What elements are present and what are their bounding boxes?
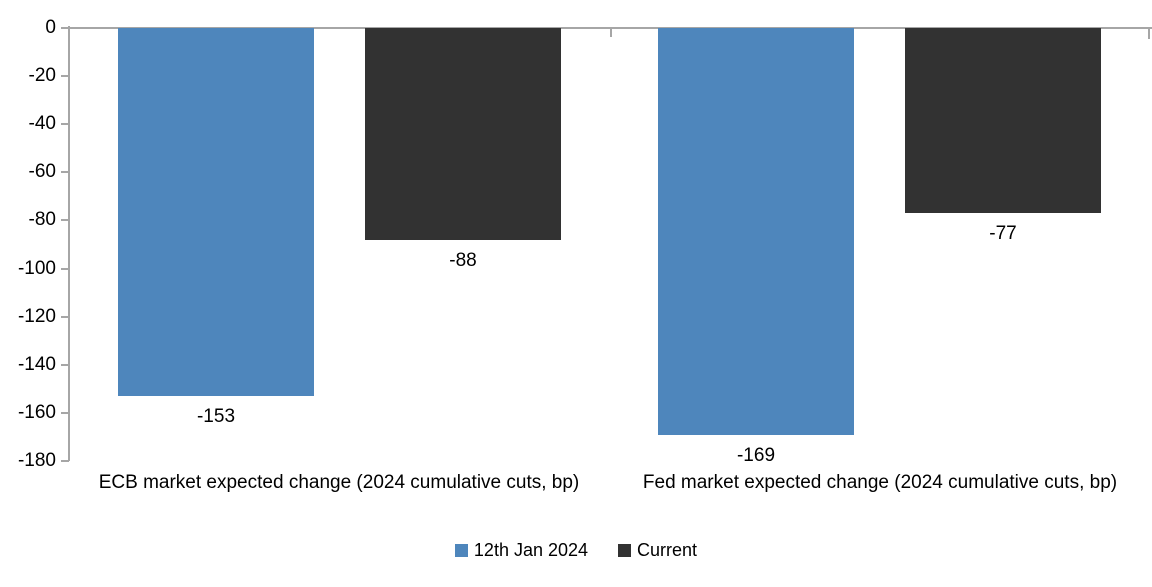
y-tick-label: -120 xyxy=(17,305,56,327)
y-axis-line xyxy=(68,26,70,461)
y-tick-mark xyxy=(61,75,69,78)
y-tick-mark xyxy=(61,411,69,414)
y-tick-label: -100 xyxy=(17,257,56,279)
legend-item-12th-jan-2024: 12th Jan 2024 xyxy=(454,538,589,562)
category-label-fed: Fed market expected change (2024 cumulat… xyxy=(642,472,1118,493)
bar-value-label: -153 xyxy=(196,406,236,427)
bar-s0-c1 xyxy=(658,28,854,435)
y-tick-label: -140 xyxy=(17,353,56,375)
bar-value-label: -88 xyxy=(449,250,477,271)
legend-label-12th-jan-2024: 12th Jan 2024 xyxy=(473,540,589,560)
y-tick-label: -60 xyxy=(28,161,56,183)
legend-swatch-blue-icon xyxy=(454,543,468,557)
bar-s0-c0 xyxy=(118,28,314,396)
x-axis-tick-mark xyxy=(1148,29,1150,39)
y-tick-mark xyxy=(61,219,69,222)
legend: 12th Jan 2024 Current xyxy=(0,538,1152,562)
zero-axis-line xyxy=(61,27,1152,29)
y-tick-mark xyxy=(61,27,69,29)
y-tick-mark xyxy=(61,460,69,462)
y-tick-mark xyxy=(61,123,69,126)
y-tick-mark xyxy=(61,315,69,318)
y-tick-label: 0 xyxy=(45,17,56,38)
y-tick-label: -40 xyxy=(28,113,56,135)
bar-value-label: -169 xyxy=(736,445,776,466)
y-tick-label: -20 xyxy=(28,65,56,87)
y-tick-label: -180 xyxy=(17,450,56,471)
bar-s1-c1 xyxy=(905,28,1101,213)
legend-label-current: Current xyxy=(637,540,698,560)
bar-s1-c0 xyxy=(365,28,561,240)
y-tick-mark xyxy=(61,267,69,270)
x-axis-tick-mark xyxy=(610,29,612,37)
bar-value-label: -77 xyxy=(989,223,1017,244)
y-tick-label: -160 xyxy=(17,401,56,423)
legend-swatch-dark-icon xyxy=(618,543,632,557)
legend-item-current: Current xyxy=(618,538,697,562)
y-tick-mark xyxy=(61,363,69,366)
category-label-ecb: ECB market expected change (2024 cumulat… xyxy=(98,472,580,493)
y-tick-mark xyxy=(61,171,69,174)
y-tick-label: -80 xyxy=(28,209,56,231)
